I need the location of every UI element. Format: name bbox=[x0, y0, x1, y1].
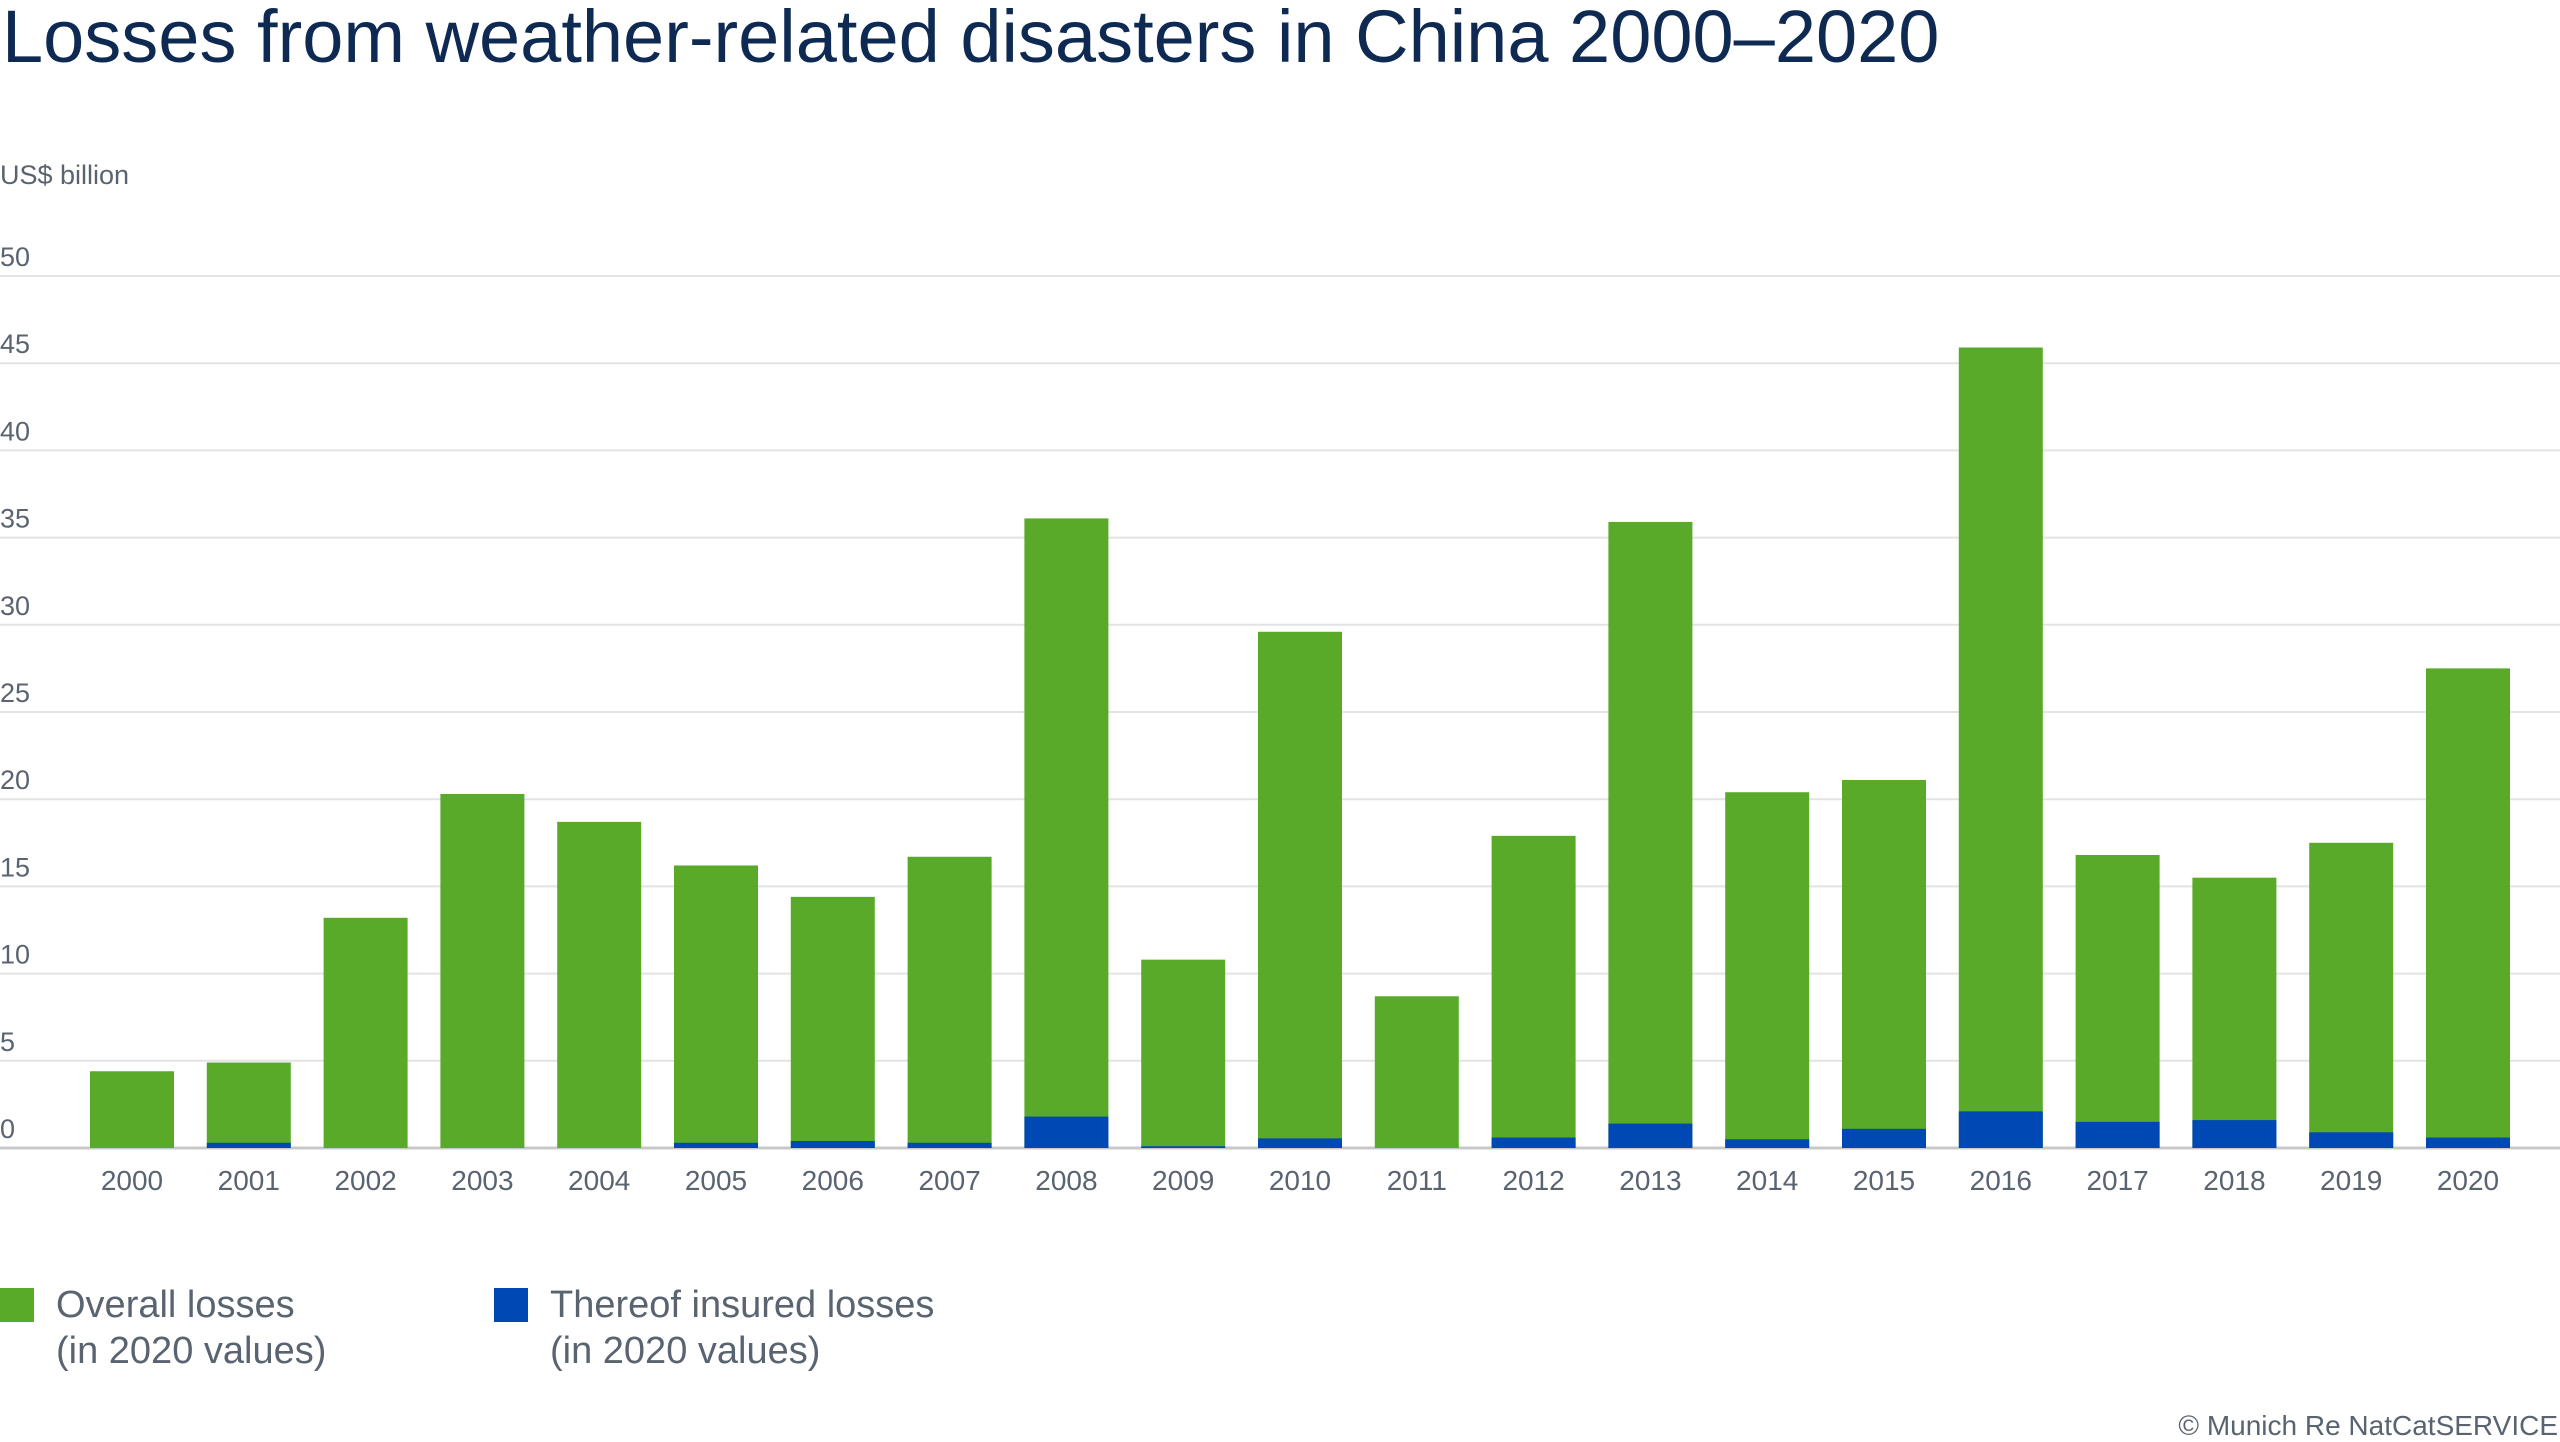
x-tick-label: 2002 bbox=[334, 1165, 396, 1196]
legend-label-overall-2: (in 2020 values) bbox=[56, 1330, 327, 1372]
x-tick-label: 2012 bbox=[1502, 1165, 1564, 1196]
bar-overall bbox=[2192, 877, 2277, 1148]
x-tick-label: 2019 bbox=[2320, 1165, 2382, 1196]
x-tick-label: 2009 bbox=[1152, 1165, 1214, 1196]
bar-overall bbox=[2426, 668, 2510, 1148]
bar-insured bbox=[2192, 1120, 2277, 1148]
bar-insured bbox=[1958, 1111, 2043, 1148]
y-tick-label: 35 bbox=[0, 504, 30, 534]
x-tick-label: 2015 bbox=[1853, 1165, 1915, 1196]
bar-overall bbox=[2309, 842, 2394, 1148]
bar-overall bbox=[440, 793, 525, 1148]
bar-insured bbox=[1725, 1139, 1810, 1148]
bar-overall bbox=[1491, 835, 1576, 1148]
bar-insured bbox=[1842, 1128, 1926, 1148]
bar-overall bbox=[674, 865, 758, 1148]
y-tick-label: 50 bbox=[0, 242, 30, 272]
x-tick-label: 2020 bbox=[2437, 1165, 2499, 1196]
bar-overall bbox=[1024, 518, 1109, 1148]
y-tick-label: 5 bbox=[0, 1027, 15, 1057]
y-tick-label: 25 bbox=[0, 678, 30, 708]
x-tick-label: 2004 bbox=[568, 1165, 630, 1196]
y-tick-label: 45 bbox=[0, 329, 30, 359]
y-axis-unit-label: US$ billion bbox=[0, 160, 130, 190]
x-tick-label: 2010 bbox=[1269, 1165, 1331, 1196]
x-tick-label: 2013 bbox=[1619, 1165, 1681, 1196]
x-tick-label: 2018 bbox=[2203, 1165, 2265, 1196]
bar-overall bbox=[557, 821, 642, 1148]
bar-insured bbox=[674, 1142, 758, 1148]
y-tick-label: 30 bbox=[0, 591, 30, 621]
bar-insured bbox=[1141, 1146, 1226, 1148]
bar-overall bbox=[323, 917, 408, 1148]
bar-overall bbox=[790, 896, 875, 1148]
bar-insured bbox=[1024, 1116, 1109, 1148]
bar-insured bbox=[1258, 1138, 1342, 1148]
bar-overall bbox=[1725, 792, 1810, 1148]
legend-swatch-overall bbox=[0, 1288, 34, 1322]
legend-label-insured-1: Thereof insured losses bbox=[550, 1284, 935, 1326]
x-tick-label: 2003 bbox=[451, 1165, 513, 1196]
bar-overall bbox=[1141, 959, 1226, 1148]
x-tick-label: 2008 bbox=[1035, 1165, 1097, 1196]
bar-overall bbox=[1608, 521, 1693, 1148]
x-tick-label: 2016 bbox=[1970, 1165, 2032, 1196]
bar-insured bbox=[2309, 1132, 2394, 1148]
legend-swatch-insured bbox=[494, 1288, 528, 1322]
x-tick-label: 2005 bbox=[685, 1165, 747, 1196]
bar-overall bbox=[907, 856, 992, 1148]
source-credit: © Munich Re NatCatSERVICE bbox=[2178, 1410, 2558, 1441]
y-tick-label: 0 bbox=[0, 1114, 15, 1144]
x-tick-label: 2014 bbox=[1736, 1165, 1798, 1196]
y-tick-label: 20 bbox=[0, 765, 30, 795]
x-tick-label: 2007 bbox=[918, 1165, 980, 1196]
x-tick-label: 2011 bbox=[1387, 1165, 1447, 1196]
chart-title: Losses from weather-related disasters in… bbox=[2, 0, 1940, 78]
x-tick-label: 2000 bbox=[101, 1165, 163, 1196]
bar-insured bbox=[2075, 1121, 2160, 1148]
bar-overall bbox=[1958, 347, 2043, 1148]
legend-label-overall-1: Overall losses bbox=[56, 1284, 295, 1326]
y-tick-label: 40 bbox=[0, 416, 30, 446]
bar-overall bbox=[1258, 631, 1342, 1148]
x-tick-label: 2001 bbox=[218, 1165, 280, 1196]
bar-insured bbox=[2426, 1137, 2510, 1148]
bar-overall bbox=[2075, 855, 2160, 1148]
bar-overall bbox=[206, 1062, 291, 1148]
x-tick-label: 2017 bbox=[2086, 1165, 2148, 1196]
legend-label-insured-2: (in 2020 values) bbox=[550, 1330, 821, 1372]
bar-insured bbox=[907, 1142, 992, 1148]
x-tick-label: 2006 bbox=[802, 1165, 864, 1196]
bar-insured bbox=[790, 1141, 875, 1148]
y-tick-label: 15 bbox=[0, 852, 30, 882]
bar-insured bbox=[1608, 1123, 1693, 1148]
bar-insured bbox=[1491, 1137, 1576, 1148]
bar-overall bbox=[1374, 996, 1459, 1148]
bar-overall bbox=[1842, 780, 1926, 1148]
y-tick-label: 10 bbox=[0, 940, 30, 970]
bar-insured bbox=[206, 1142, 291, 1148]
bar-overall bbox=[90, 1071, 174, 1148]
